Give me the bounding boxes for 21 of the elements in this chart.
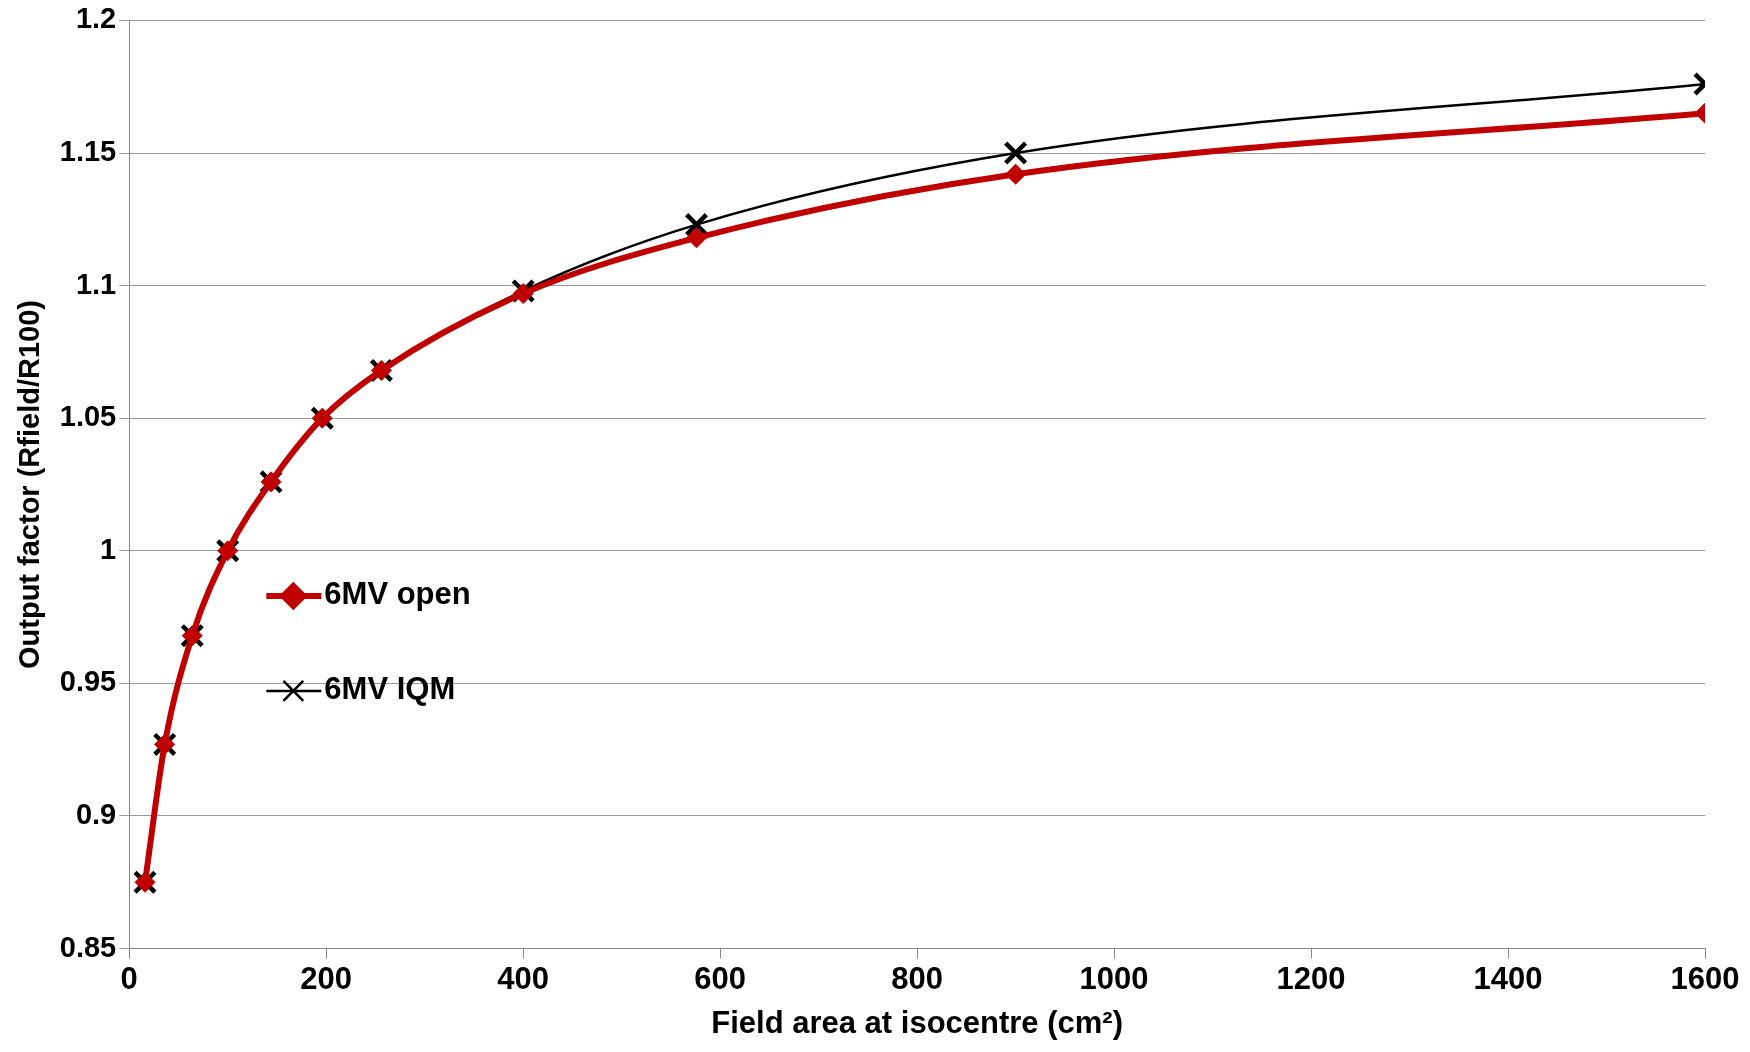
x-tick-label: 1000 [1079, 960, 1149, 996]
legend-label: 6MV IQM [324, 671, 456, 707]
y-tick-label: 1.1 [75, 267, 117, 300]
x-tick-label: 1400 [1473, 960, 1543, 996]
x-axis-title: Field area at isocentre (cm²) [711, 1004, 1123, 1040]
y-axis-title: Output factor (Rfield/R100) [13, 300, 46, 669]
y-tick-label: 0.85 [59, 930, 117, 963]
y-tick-label: 1.05 [59, 400, 117, 433]
y-tick-label: 1.15 [59, 135, 117, 167]
x-tick-label: 200 [300, 960, 353, 996]
x-tick-label: 800 [891, 960, 943, 996]
y-tick-label: 0.95 [59, 665, 117, 698]
y-tick-label: 0.9 [75, 798, 117, 830]
y-tick-label: 1.2 [75, 2, 117, 35]
x-tick-label: 1200 [1276, 960, 1346, 996]
x-tick-label: 400 [497, 960, 550, 996]
x-tick-label: 600 [694, 960, 747, 996]
legend-label: 6MV open [324, 576, 471, 612]
y-tick-label: 1 [100, 532, 117, 565]
x-tick-label: 1600 [1670, 960, 1740, 996]
x-tick-label: 0 [120, 960, 138, 996]
